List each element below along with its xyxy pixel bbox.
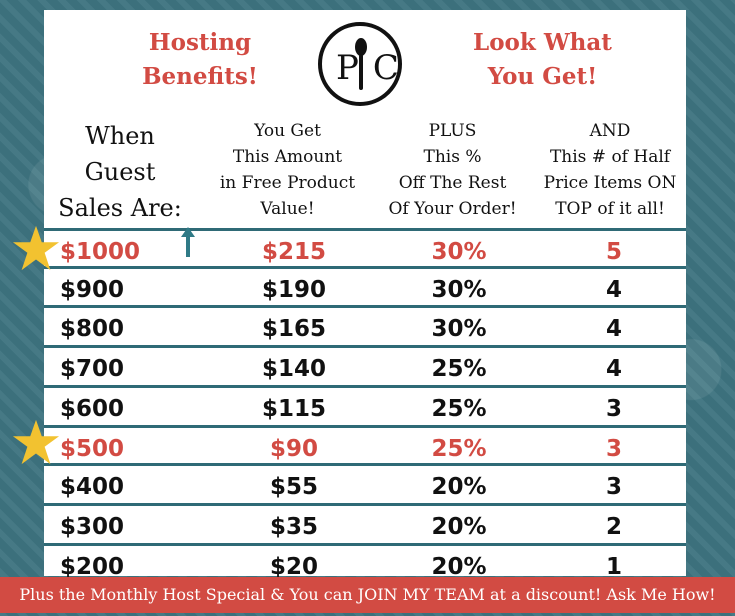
free-product-cell: $165 xyxy=(261,316,326,342)
guest-sales-cell: $300 xyxy=(60,514,125,540)
free-product-cell: $140 xyxy=(261,356,326,382)
logo-text: PC xyxy=(336,48,413,88)
table-row: $900 $190 30% 4 xyxy=(44,266,686,306)
table-row: $200 $20 20% 1 xyxy=(44,543,686,583)
column-header-guest-sales: When Guest Sales Are: xyxy=(50,118,190,226)
percent-off-cell: 25% xyxy=(431,356,487,382)
free-product-cell: $55 xyxy=(269,474,318,500)
table-row: $300 $35 20% 2 xyxy=(44,503,686,543)
half-price-items-cell: 4 xyxy=(605,277,622,303)
guest-sales-cell: $500 xyxy=(60,436,125,462)
guest-sales-cell: $400 xyxy=(60,474,125,500)
guest-sales-cell: $200 xyxy=(60,554,125,580)
spoon-icon xyxy=(355,38,367,90)
free-product-cell: $35 xyxy=(269,514,318,540)
guest-sales-cell: $700 xyxy=(60,356,125,382)
half-price-items-cell: 3 xyxy=(605,474,622,500)
title-left-line1: Hosting xyxy=(148,29,252,56)
header-line: AND xyxy=(589,121,631,141)
percent-off-cell: 25% xyxy=(431,396,487,422)
guest-sales-cell: $1000 xyxy=(60,239,141,265)
guest-sales-cell: $900 xyxy=(60,277,125,303)
header-line: Of Your Order! xyxy=(388,199,517,219)
header-line: When xyxy=(85,122,155,150)
up-arrow-icon xyxy=(181,227,195,257)
footer-banner: Plus the Monthly Host Special & You can … xyxy=(0,577,735,613)
free-product-cell: $215 xyxy=(261,239,326,265)
title-right-line1: Look What xyxy=(473,29,612,56)
guest-sales-cell: $600 xyxy=(60,396,125,422)
free-product-cell: $190 xyxy=(261,277,326,303)
half-price-items-cell: 3 xyxy=(605,396,622,422)
header-line: Value! xyxy=(260,199,315,219)
header-line: PLUS xyxy=(428,121,477,141)
table-row: $1000 $215 30% 5 xyxy=(44,228,686,268)
hosting-benefits-title: Hosting Benefits! xyxy=(110,26,290,94)
header-line: TOP of it all! xyxy=(555,199,665,219)
free-product-cell: $115 xyxy=(261,396,326,422)
percent-off-cell: 25% xyxy=(431,436,487,462)
title-right-line2: You Get! xyxy=(487,63,598,90)
star-icon xyxy=(12,225,60,271)
percent-off-cell: 30% xyxy=(431,239,487,265)
percent-off-cell: 20% xyxy=(431,514,487,540)
half-price-items-cell: 4 xyxy=(605,356,622,382)
half-price-items-cell: 5 xyxy=(605,239,622,265)
guest-sales-cell: $800 xyxy=(60,316,125,342)
percent-off-cell: 20% xyxy=(431,554,487,580)
table-row: $800 $165 30% 4 xyxy=(44,305,686,345)
table-row: $400 $55 20% 3 xyxy=(44,463,686,503)
pc-logo: PC xyxy=(318,22,402,106)
percent-off-cell: 30% xyxy=(431,277,487,303)
free-product-cell: $90 xyxy=(269,436,318,462)
percent-off-cell: 20% xyxy=(431,474,487,500)
column-header-half-price: AND This # of Half Price Items ON TOP of… xyxy=(530,118,690,222)
half-price-items-cell: 2 xyxy=(605,514,622,540)
table-row: $600 $115 25% 3 xyxy=(44,385,686,425)
star-icon xyxy=(12,419,60,465)
header-line: in Free Product xyxy=(219,173,356,193)
header-line: Sales Are: xyxy=(58,194,182,222)
column-header-free-product: You Get This Amount in Free Product Valu… xyxy=(210,118,365,222)
half-price-items-cell: 4 xyxy=(605,316,622,342)
header-line: Off The Rest xyxy=(398,173,507,193)
half-price-items-cell: 1 xyxy=(605,554,622,580)
half-price-items-cell: 3 xyxy=(605,436,622,462)
header-line: You Get xyxy=(254,121,321,141)
header-line: This # of Half xyxy=(549,147,671,167)
header-line: This Amount xyxy=(232,147,343,167)
percent-off-cell: 30% xyxy=(431,316,487,342)
title-left-line2: Benefits! xyxy=(142,63,258,90)
look-what-you-get-title: Look What You Get! xyxy=(440,26,645,94)
free-product-cell: $20 xyxy=(269,554,318,580)
header-line: Price Items ON xyxy=(543,173,677,193)
table-row: $500 $90 25% 3 xyxy=(44,425,686,465)
table-row: $700 $140 25% 4 xyxy=(44,345,686,385)
column-header-percent-off: PLUS This % Off The Rest Of Your Order! xyxy=(375,118,530,222)
header-line: Guest xyxy=(84,158,156,186)
header-line: This % xyxy=(423,147,482,167)
